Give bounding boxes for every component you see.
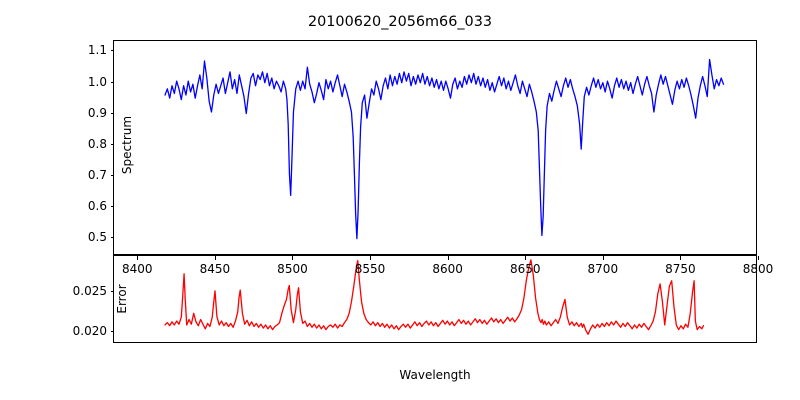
- x-tick-label: 8650: [509, 262, 541, 276]
- spectrum-line-plot: [114, 41, 756, 254]
- error-data-line: [165, 260, 703, 334]
- tick-mark: [110, 330, 114, 332]
- error-y-tick-label: 0.020: [72, 323, 107, 338]
- page-title: 20100620_2056m66_033: [307, 14, 493, 30]
- tick-mark: [447, 256, 449, 260]
- spectrum-y-tick-label: 1.1: [87, 43, 107, 58]
- error-y-axis-label: Error: [115, 284, 129, 314]
- error-y-tick-label: 0.025: [72, 283, 107, 298]
- x-tick-label: 8600: [432, 262, 463, 276]
- tick-mark: [680, 256, 682, 260]
- tick-mark: [110, 290, 114, 292]
- tick-mark: [758, 256, 759, 260]
- tick-mark: [292, 256, 294, 260]
- tick-mark: [370, 256, 372, 260]
- spectrum-data-line: [165, 60, 723, 239]
- x-axis-label: Wavelength: [399, 368, 471, 382]
- x-tick-label: 8400: [121, 262, 153, 276]
- error-line-plot: [114, 256, 756, 342]
- tick-mark: [110, 81, 114, 83]
- tick-mark: [602, 256, 604, 260]
- tick-mark: [110, 50, 114, 52]
- x-tick-label: 8750: [665, 262, 696, 276]
- tick-mark: [110, 143, 114, 145]
- tick-mark: [525, 256, 527, 260]
- x-tick-label: 8550: [354, 262, 386, 276]
- error-axes: Error 0.020 0.025 8400 8450 8500 8550 8600 865…: [73, 255, 773, 343]
- x-tick-label: 8700: [587, 262, 619, 276]
- spectrum-y-tick-label: 0.8: [87, 136, 107, 151]
- spectrum-axes: Spectrum 0.5 0.6 0.7 0.8 0.9 1.0 1.1: [88, 40, 757, 255]
- spectrum-y-axis-label: Spectrum: [120, 115, 134, 175]
- tick-mark: [110, 237, 114, 239]
- tick-mark: [110, 206, 114, 208]
- x-tick-label: 8450: [199, 262, 231, 276]
- tick-mark: [110, 112, 114, 114]
- spectrum-y-tick-label: 0.6: [87, 199, 107, 214]
- tick-mark: [214, 256, 216, 260]
- x-tick-label: 8500: [277, 262, 308, 276]
- spectrum-y-tick-label: 0.7: [87, 167, 107, 182]
- tick-mark: [110, 174, 114, 176]
- spectrum-y-tick-label: 0.9: [87, 105, 107, 120]
- spectrum-y-tick-label: 0.5: [87, 230, 107, 245]
- tick-mark: [137, 256, 139, 260]
- spectrum-y-tick-label: 1.0: [87, 74, 107, 89]
- x-tick-label: 8800: [742, 262, 774, 276]
